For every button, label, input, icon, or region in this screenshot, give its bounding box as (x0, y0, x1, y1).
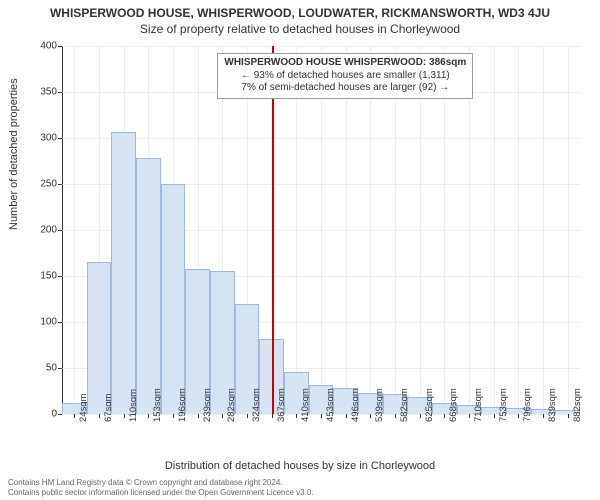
grid-line-v (346, 46, 347, 414)
x-tick-mark (395, 414, 396, 418)
y-tick-mark (58, 184, 62, 185)
y-tick-mark (58, 368, 62, 369)
main-title: WHISPERWOOD HOUSE, WHISPERWOOD, LOUDWATE… (0, 0, 600, 20)
y-tick-label: 200 (27, 225, 57, 236)
y-tick-mark (58, 230, 62, 231)
x-tick-mark (99, 414, 100, 418)
grid-line-v (543, 46, 544, 414)
y-tick-label: 400 (27, 41, 57, 52)
y-tick-label: 50 (27, 363, 57, 374)
x-tick-mark (173, 414, 174, 418)
x-tick-mark (148, 414, 149, 418)
grid-line-v (296, 46, 297, 414)
grid-line-v (395, 46, 396, 414)
footnote: Contains HM Land Registry data © Crown c… (8, 478, 592, 498)
x-tick-mark (272, 414, 273, 418)
x-tick-label: 753sqm (498, 388, 509, 422)
reference-line (272, 46, 274, 414)
grid-line-v (568, 46, 569, 414)
x-tick-label: 839sqm (547, 388, 558, 422)
x-tick-mark (321, 414, 322, 418)
y-tick-mark (58, 414, 62, 415)
grid-line-v (444, 46, 445, 414)
x-tick-mark (370, 414, 371, 418)
grid-line-v (518, 46, 519, 414)
x-tick-label: 710sqm (473, 388, 484, 422)
annotation-line: 7% of semi-detached houses are larger (9… (224, 82, 466, 95)
sub-title: Size of property relative to detached ho… (0, 20, 600, 36)
annotation-box: WHISPERWOOD HOUSE WHISPERWOOD: 386sqm← 9… (217, 53, 473, 99)
x-tick-mark (74, 414, 75, 418)
x-tick-mark (420, 414, 421, 418)
histogram-bar (136, 158, 161, 414)
x-tick-mark (296, 414, 297, 418)
annotation-line: ← 93% of detached houses are smaller (1,… (224, 70, 466, 83)
y-tick-label: 350 (27, 87, 57, 98)
y-tick-label: 100 (27, 317, 57, 328)
histogram-bar (87, 262, 112, 414)
x-tick-mark (247, 414, 248, 418)
x-tick-mark (444, 414, 445, 418)
histogram-bar (161, 184, 186, 414)
y-tick-mark (58, 276, 62, 277)
grid-line-v (321, 46, 322, 414)
x-tick-mark (124, 414, 125, 418)
y-tick-mark (58, 46, 62, 47)
annotation-line: WHISPERWOOD HOUSE WHISPERWOOD: 386sqm (224, 57, 466, 70)
footnote-line-2: Contains public sector information licen… (8, 488, 592, 498)
x-tick-mark (518, 414, 519, 418)
grid-line-v (370, 46, 371, 414)
grid-line-v (494, 46, 495, 414)
y-tick-mark (58, 92, 62, 93)
footnote-line-1: Contains HM Land Registry data © Crown c… (8, 478, 592, 488)
x-tick-mark (469, 414, 470, 418)
histogram-chart: 05010015020025030035040024sqm67sqm110sqm… (62, 46, 580, 414)
grid-line-v (420, 46, 421, 414)
y-tick-mark (58, 138, 62, 139)
y-axis-label: Number of detached properties (8, 78, 20, 230)
x-tick-mark (543, 414, 544, 418)
x-tick-mark (222, 414, 223, 418)
histogram-bar (111, 132, 136, 414)
y-tick-label: 150 (27, 271, 57, 282)
grid-line-v (74, 46, 75, 414)
x-tick-mark (494, 414, 495, 418)
x-tick-mark (568, 414, 569, 418)
y-tick-label: 250 (27, 179, 57, 190)
x-tick-mark (198, 414, 199, 418)
x-tick-label: 882sqm (572, 388, 583, 422)
y-tick-label: 300 (27, 133, 57, 144)
x-tick-label: 796sqm (522, 388, 533, 422)
x-axis-label: Distribution of detached houses by size … (0, 460, 600, 472)
grid-line-v (469, 46, 470, 414)
y-tick-mark (58, 322, 62, 323)
y-tick-label: 0 (27, 409, 57, 420)
x-tick-mark (346, 414, 347, 418)
